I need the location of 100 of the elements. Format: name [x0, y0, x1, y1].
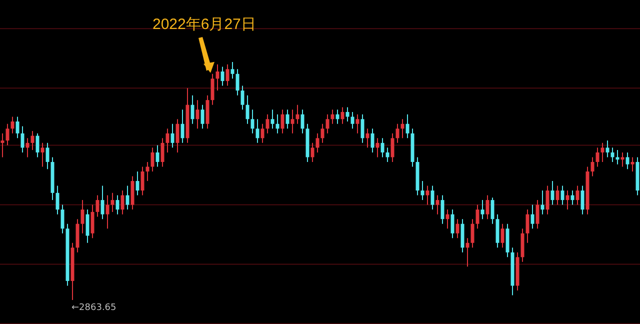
candlestick: [490, 197, 494, 224]
candlestick: [106, 194, 110, 230]
candlestick: [290, 109, 294, 134]
candlestick: [300, 109, 304, 134]
candlestick: [20, 126, 24, 153]
candlestick: [476, 204, 480, 230]
candlestick: [556, 185, 560, 206]
candlestick: [30, 130, 34, 151]
candlestick: [310, 142, 314, 162]
candlestick: [0, 132, 4, 158]
candlestick: [526, 209, 530, 244]
candlestick: [280, 109, 284, 134]
candlestick: [346, 106, 350, 122]
candlestick: [170, 123, 174, 148]
candlestick: [576, 185, 580, 206]
candlestick: [240, 85, 244, 110]
candlestick: [420, 180, 424, 201]
candlestick: [226, 64, 230, 86]
candlestick: [566, 190, 570, 210]
candlestick: [560, 185, 564, 206]
candlestick: [630, 156, 634, 172]
candlestick: [440, 194, 444, 224]
candlestick: [520, 228, 524, 262]
candlestick: [406, 114, 410, 139]
candlestick: [110, 192, 114, 212]
candlestick: [200, 104, 204, 130]
candlestick: [36, 132, 40, 158]
candlestick: [600, 142, 604, 162]
candlestick: [16, 116, 20, 139]
candlestick: [626, 152, 630, 170]
candlestick: [530, 204, 534, 230]
candlestick: [180, 109, 184, 144]
candlestick: [286, 109, 290, 130]
candlestick: [250, 109, 254, 134]
candlestick: [116, 194, 120, 215]
candlestick: [100, 185, 104, 220]
candlestick: [400, 118, 404, 139]
candlestick: [536, 200, 540, 230]
candlestick: [130, 176, 134, 210]
candlestick: [40, 142, 44, 168]
candlestick: [370, 128, 374, 153]
candlestick: [266, 114, 270, 134]
candlestick: [436, 194, 440, 215]
candlestick: [296, 104, 300, 124]
candlestick: [256, 118, 260, 144]
candlestick: [246, 94, 250, 124]
candlestick: [236, 68, 240, 96]
candlestick: [480, 200, 484, 220]
candlestick: [336, 109, 340, 124]
candlestick: [210, 73, 214, 106]
candlestick: [496, 214, 500, 248]
candlestick: [366, 128, 370, 148]
candlestick: [166, 128, 170, 153]
candlestick: [220, 66, 224, 86]
candlestick: [26, 138, 30, 158]
candlestick: [426, 185, 430, 206]
candlestick: [596, 147, 600, 168]
candlestick: [610, 147, 614, 162]
candlestick: [590, 156, 594, 177]
candlestick: [60, 204, 64, 234]
candlestick: [570, 190, 574, 206]
candlestick: [500, 223, 504, 248]
candlestick: [470, 218, 474, 248]
candlestick: [230, 62, 234, 80]
candlestick: [356, 114, 360, 134]
candlestick: [330, 109, 334, 124]
candlestick: [460, 218, 464, 253]
candlestick: [620, 152, 624, 168]
candlestick: [506, 223, 510, 258]
candlestick: [120, 190, 124, 215]
candlestick: [10, 116, 14, 134]
candlestick: [386, 147, 390, 162]
candlestick: [90, 204, 94, 239]
candlestick: [46, 142, 50, 170]
candlestick: [326, 114, 330, 134]
candlestick: [136, 170, 140, 196]
candlestick: [260, 123, 264, 144]
candlestick: [376, 138, 380, 158]
candlestick: [546, 185, 550, 215]
candlestick: [160, 138, 164, 168]
candlestick: [606, 140, 610, 158]
candlestick: [360, 114, 364, 144]
candlestick: [550, 180, 554, 206]
candlestick: [206, 94, 210, 130]
candlestick: [540, 190, 544, 215]
candlestick: [390, 132, 394, 162]
candlestick: [430, 185, 434, 210]
candlestick: [276, 114, 280, 134]
candlestick: [580, 185, 584, 215]
candlestick: [616, 150, 620, 165]
candlestick: [146, 161, 150, 182]
candlestick: [76, 218, 80, 253]
candlestick: [466, 238, 470, 268]
candlestick: [56, 185, 60, 215]
candlestick: [96, 194, 100, 218]
candlestick: [270, 109, 274, 130]
candlestick: [6, 123, 10, 146]
candlestick: [380, 138, 384, 158]
candlestick: [216, 64, 220, 92]
candlestick: [156, 144, 160, 168]
